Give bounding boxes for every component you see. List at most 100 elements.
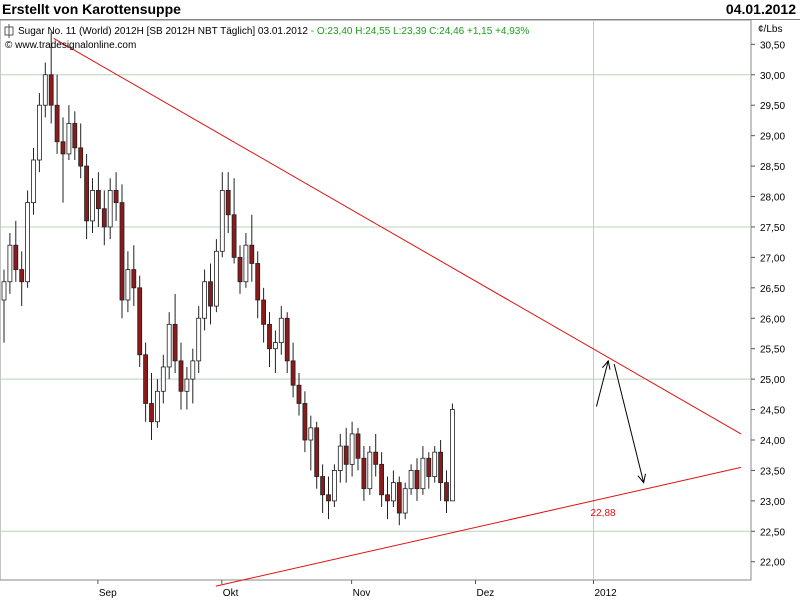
candle <box>96 172 101 227</box>
candle <box>213 239 219 313</box>
candle <box>60 117 66 203</box>
candle <box>184 366 190 410</box>
candle <box>272 330 278 374</box>
grid-lines <box>0 20 751 580</box>
candle <box>367 446 373 495</box>
candle <box>414 458 420 501</box>
candle <box>249 214 255 282</box>
candle <box>1 269 7 343</box>
y-tick-label: 28,50 <box>760 162 785 173</box>
instrument-name: Sugar No. 11 (World) 2012H [SB 2012H NBT… <box>18 26 308 37</box>
candle <box>444 470 449 514</box>
candle <box>296 373 302 416</box>
candle <box>390 470 396 507</box>
candle <box>385 476 390 520</box>
candle <box>302 391 308 453</box>
candle <box>343 427 349 483</box>
candle <box>78 123 84 179</box>
x-tick-label: Nov <box>353 588 371 599</box>
candle <box>261 287 267 343</box>
y-tick-label: 30,00 <box>760 71 785 82</box>
x-tick-label: 2012 <box>595 588 618 599</box>
trendlines <box>53 37 742 587</box>
candle <box>90 178 95 234</box>
source-text: © www.tradesignalonline.com <box>5 40 136 51</box>
candle <box>172 293 178 374</box>
candle <box>408 464 414 495</box>
candle <box>25 190 31 288</box>
candle <box>278 306 284 355</box>
candle <box>432 446 438 483</box>
chart-title: Erstellt von Karottensuppe <box>2 1 181 17</box>
candle <box>225 172 231 234</box>
candle <box>373 433 379 477</box>
candle <box>131 245 137 307</box>
candles <box>1 32 455 526</box>
candle <box>231 178 237 264</box>
candle <box>125 251 131 313</box>
candle <box>331 464 337 507</box>
candle <box>237 245 243 294</box>
candle <box>113 172 119 221</box>
candle <box>84 153 89 240</box>
candle <box>219 172 225 258</box>
chart-date: 04.01.2012 <box>725 1 796 17</box>
arrows <box>595 359 646 484</box>
y-tick-label: 22,00 <box>760 558 785 569</box>
candle <box>420 446 426 495</box>
x-tick-label: Okt <box>223 588 239 599</box>
y-tick-label: 24,50 <box>760 406 785 417</box>
y-tick-label: 24,00 <box>760 436 785 447</box>
candle <box>166 312 172 380</box>
candle <box>361 446 367 501</box>
candle <box>314 421 320 489</box>
y-tick-label: 22,50 <box>760 527 785 538</box>
y-tick-label: 29,00 <box>760 132 785 143</box>
candle <box>379 452 385 507</box>
candle <box>337 433 343 483</box>
candle <box>208 263 213 325</box>
candle <box>178 342 184 410</box>
x-tick-label: Sep <box>99 588 117 599</box>
candle <box>101 190 107 246</box>
candle <box>66 105 72 160</box>
candle <box>13 220 19 282</box>
candle <box>243 233 249 288</box>
y-tick-label: 28,00 <box>760 193 785 204</box>
x-axis: Sep Okt Nov Dez 2012 <box>97 580 618 599</box>
candle <box>137 275 143 367</box>
trendline <box>53 37 742 435</box>
y-tick-label: 23,00 <box>760 497 785 508</box>
candle <box>267 312 272 367</box>
y-tick-label: 26,50 <box>760 284 785 295</box>
arrow <box>613 363 646 484</box>
candle <box>190 348 196 404</box>
plot-area <box>0 19 752 581</box>
candle <box>143 342 149 422</box>
instrument-quote: - O:23,40 H:24,55 L:23,39 C:24,46 +1,15 … <box>311 26 530 37</box>
candle <box>37 93 42 173</box>
candle <box>149 373 154 440</box>
trendline <box>215 466 742 587</box>
annotations: 22,88 <box>591 508 616 519</box>
y-tick-label: 29,50 <box>760 101 785 112</box>
candle <box>426 452 432 489</box>
candle <box>290 342 296 398</box>
candle <box>119 184 125 319</box>
candle <box>449 403 455 502</box>
candle <box>396 476 402 526</box>
candle <box>284 312 290 374</box>
candle <box>72 111 78 160</box>
candle <box>402 482 408 520</box>
candle <box>255 251 261 319</box>
candle <box>54 74 60 154</box>
y-tick-label: 30,50 <box>760 40 785 51</box>
annotation-label: 22,88 <box>591 508 616 519</box>
candle <box>31 147 36 215</box>
candle <box>349 421 355 477</box>
candle <box>7 233 13 294</box>
candle <box>48 32 54 124</box>
candle <box>154 379 160 428</box>
y-tick-label: 27,00 <box>760 253 785 264</box>
